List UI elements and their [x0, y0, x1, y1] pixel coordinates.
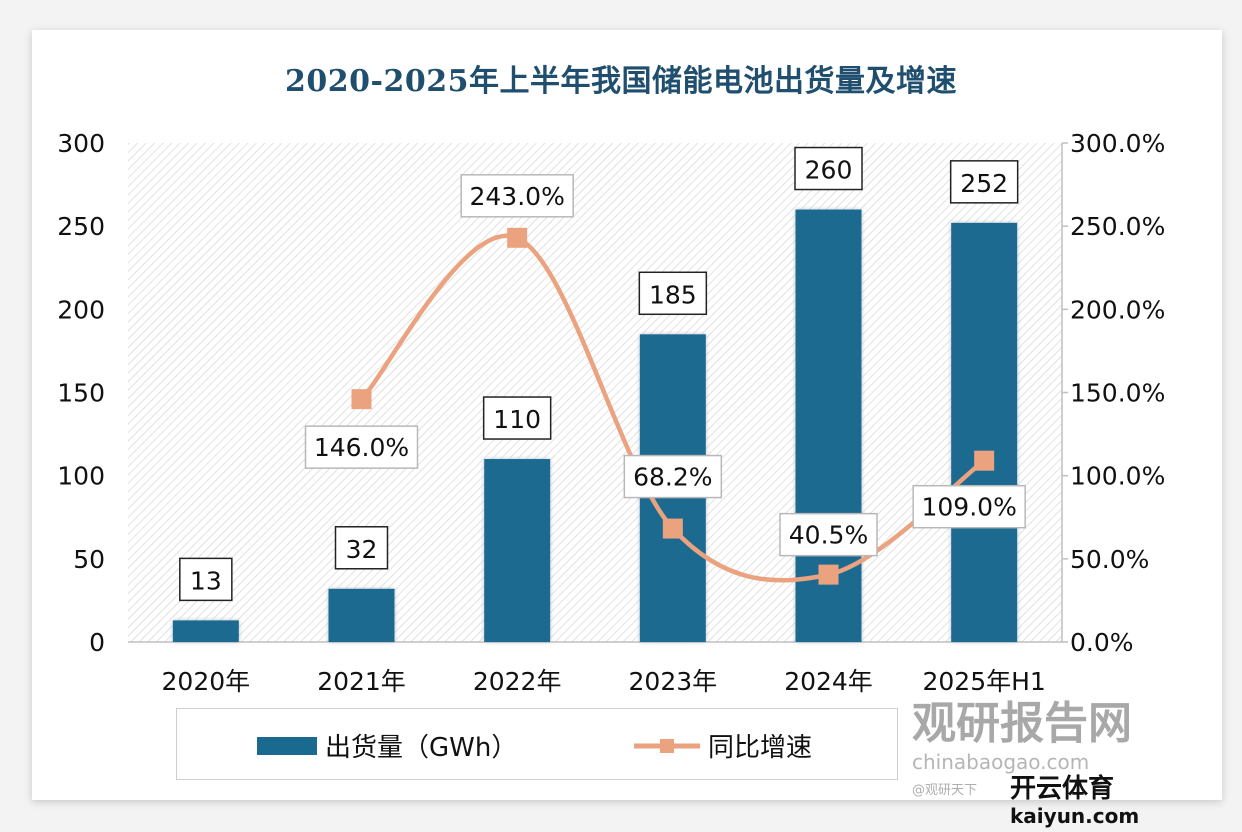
bar-value-label-box [334, 526, 389, 570]
bar [328, 588, 395, 642]
growth-value-label: 109.0% [922, 493, 1017, 522]
y-left-tick-label: 250 [57, 212, 105, 241]
growth-marker [818, 564, 839, 585]
legend-label-shipments: 出货量（GWh） [325, 733, 518, 763]
bar-value-label: 110 [493, 405, 541, 434]
bar-value-label-box [949, 160, 1019, 204]
y-right-tick-label: 300.0% [1070, 129, 1165, 158]
bar [172, 620, 239, 642]
growth-value-label: 243.0% [470, 182, 565, 211]
x-tick-label: 2021年 [317, 667, 406, 696]
growth-value-label: 68.2% [633, 463, 712, 492]
bar-value-label-box [638, 271, 708, 316]
y-right-tick-label: 100.0% [1070, 462, 1165, 491]
growth-marker [507, 227, 528, 248]
bar-value-label-box [482, 396, 552, 440]
growth-value-label-box [460, 174, 574, 218]
bar-value-label: 260 [805, 156, 853, 185]
growth-marker [351, 389, 372, 410]
y-left-tick-label: 150 [57, 379, 105, 408]
y-right-tick-label: 200.0% [1070, 295, 1165, 324]
bar [951, 222, 1018, 642]
plot-area [128, 143, 1062, 642]
watermark-site-name: 观研报告网 [912, 698, 1132, 749]
y-left-tick-label: 0 [89, 628, 105, 657]
y-right-tick-label: 50.0% [1070, 545, 1149, 574]
bar-value-label: 185 [649, 280, 697, 309]
x-tick-label: 2023年 [629, 667, 718, 696]
x-tick-label: 2022年 [473, 667, 562, 696]
y-left-tick-label: 200 [57, 295, 105, 324]
legend-line-swatch [634, 738, 700, 753]
watermark-brand-name: 开云体育 [1010, 774, 1115, 804]
watermark-brand-url: kaiyun.com [1010, 804, 1140, 828]
legend-item-growth: 同比增速 [632, 727, 812, 764]
bar-value-label-box [794, 146, 863, 191]
watermark-site-url: chinabaogao.com [912, 750, 1090, 774]
bar [484, 459, 551, 642]
legend: 出货量（GWh） 同比增速 [176, 708, 898, 780]
x-tick-label: 2024年 [784, 667, 873, 696]
growth-marker [974, 450, 995, 471]
y-right-tick-label: 0.0% [1070, 628, 1134, 657]
legend-bar-swatch [257, 736, 317, 755]
growth-value-label-box [912, 484, 1026, 529]
y-right-tick-label: 150.0% [1070, 379, 1165, 408]
watermark-handle: @观研天下 [912, 783, 978, 798]
x-tick-label: 2025年H1 [923, 667, 1046, 696]
legend-item-shipments: 出货量（GWh） [257, 727, 517, 764]
growth-value-label-box [304, 425, 419, 469]
y-left-tick-label: 300 [57, 129, 105, 158]
growth-value-label-box [779, 512, 878, 557]
chart-title: 2020-2025年上半年我国储能电池出货量及增速 [285, 64, 957, 99]
y-left-tick-label: 50 [73, 545, 105, 574]
y-left-tick-label: 100 [57, 462, 105, 491]
legend-label-growth: 同比增速 [708, 733, 813, 763]
bar-value-label: 13 [190, 566, 222, 595]
y-right-tick-label: 250.0% [1070, 212, 1165, 241]
bar-value-label: 252 [960, 169, 1008, 198]
growth-value-label-box [623, 454, 723, 499]
growth-value-label: 146.0% [314, 433, 409, 462]
growth-value-label: 40.5% [789, 521, 868, 550]
bar-value-label: 32 [346, 535, 378, 564]
x-tick-label: 2020年 [162, 667, 251, 696]
bar-value-label-box [179, 557, 233, 602]
growth-marker [662, 518, 683, 539]
